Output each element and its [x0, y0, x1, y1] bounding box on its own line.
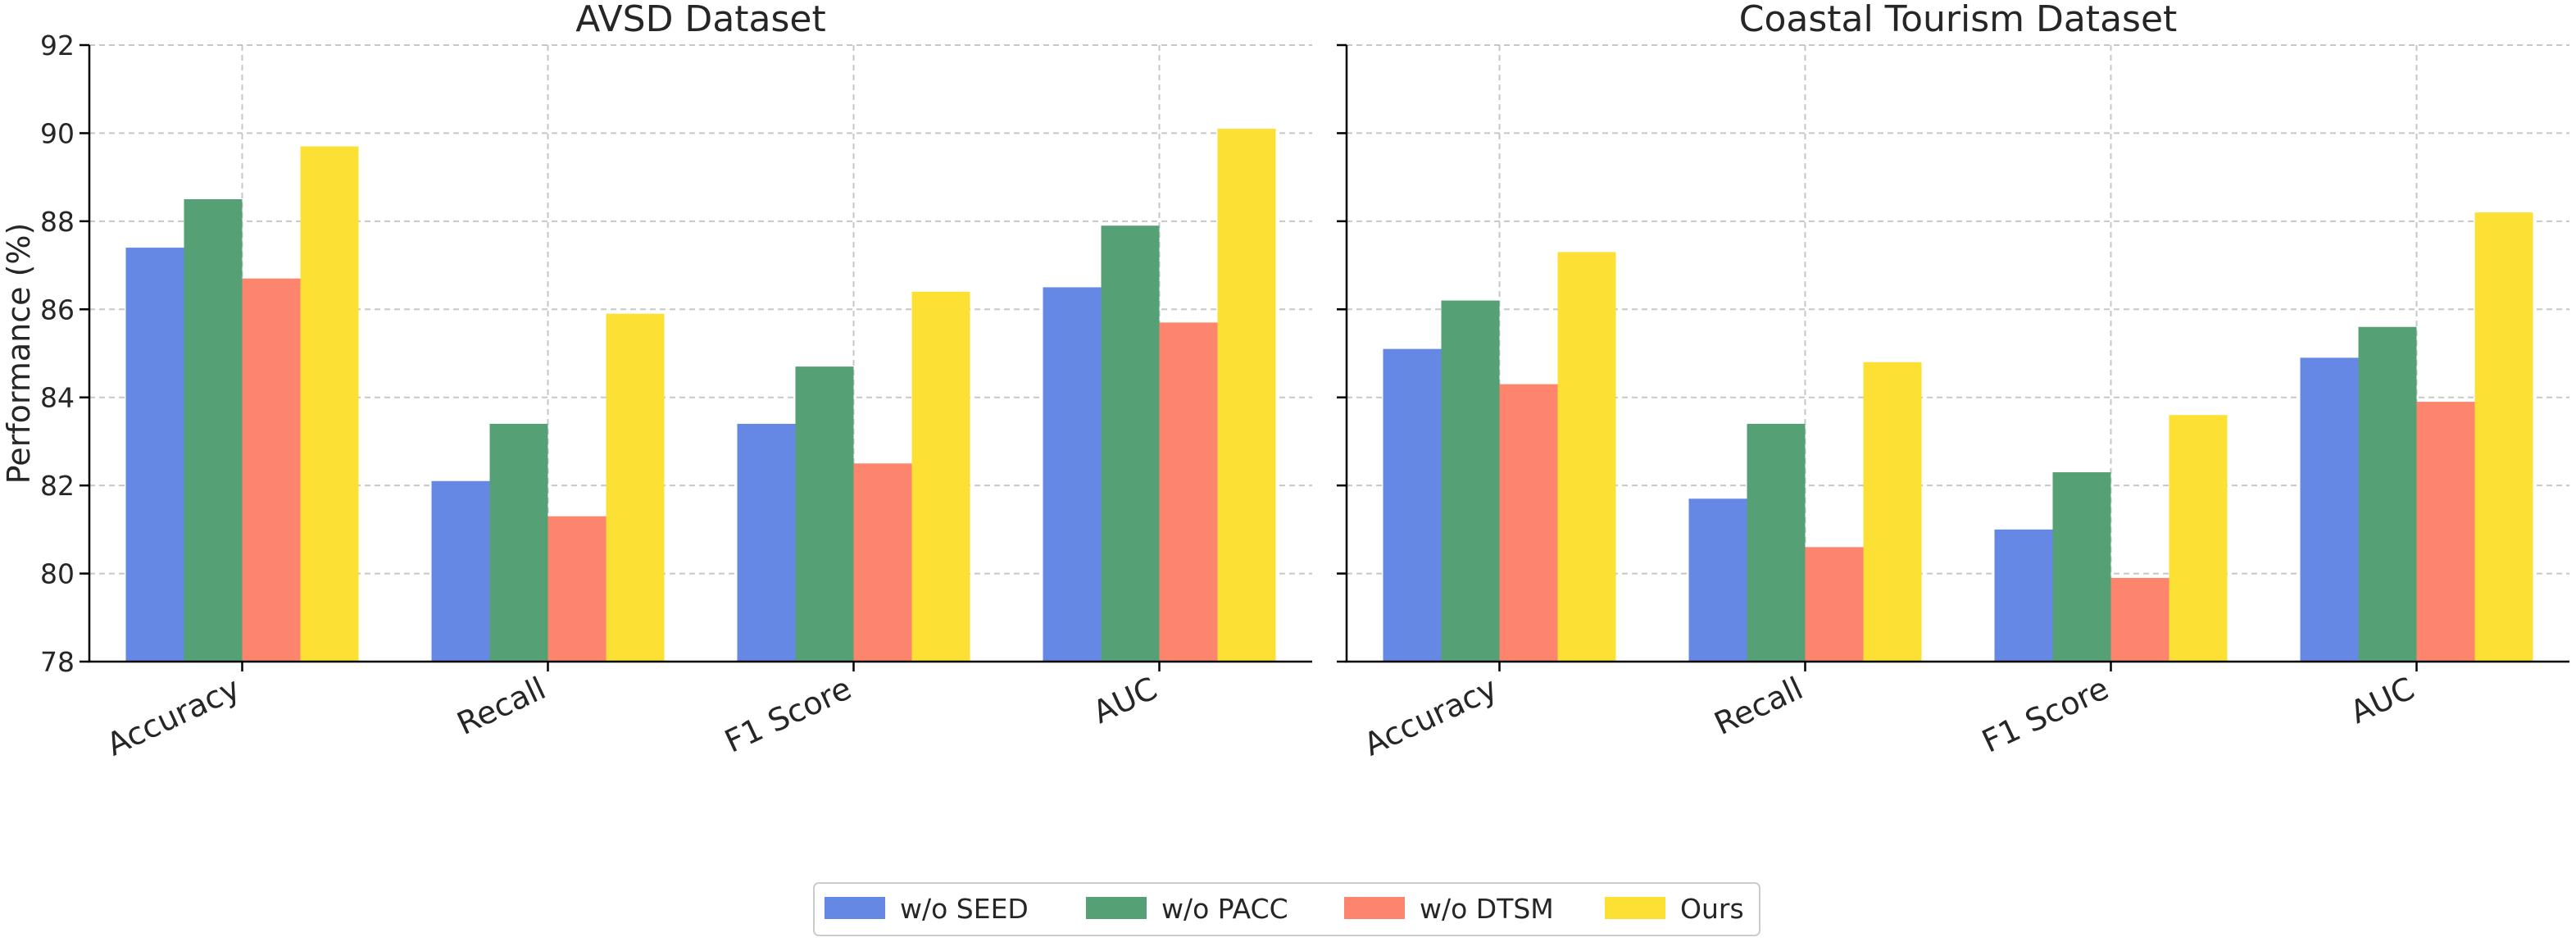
- bar-ours-auc: [1217, 129, 1276, 662]
- bar-w-o-pacc-accuracy: [184, 199, 243, 662]
- bar-ours-accuracy: [300, 146, 359, 662]
- bar-ours-recall: [606, 313, 665, 662]
- y-tick-label: 80: [40, 558, 75, 590]
- legend-label: Ours: [1680, 893, 1744, 925]
- bar-ours-auc: [2474, 212, 2533, 662]
- bar-w-o-pacc-accuracy: [1441, 300, 1500, 662]
- bar-ours-f1-score: [911, 291, 970, 662]
- legend-swatch: [825, 897, 885, 919]
- legend-label: w/o SEED: [900, 893, 1029, 925]
- bar-w-o-seed-f1-score: [737, 423, 796, 662]
- bar-w-o-pacc-recall: [489, 423, 548, 662]
- bar-w-o-seed-accuracy: [125, 248, 184, 662]
- category-label: Accuracy: [101, 670, 245, 762]
- category-label: Accuracy: [1358, 670, 1502, 762]
- category-label: F1 Score: [720, 670, 857, 759]
- legend-label: w/o PACC: [1161, 893, 1288, 925]
- bar-w-o-seed-accuracy: [1383, 348, 1442, 662]
- chart-title: Coastal Tourism Dataset: [1739, 0, 2178, 40]
- bar-w-o-dtsm-recall: [1805, 547, 1864, 662]
- bar-w-o-pacc-auc: [1101, 225, 1160, 662]
- chart-panel-1: 78 80 82 84 86 88 90 92 Accuracy Recall F1 Score AU…: [1, 0, 1312, 762]
- bar-w-o-pacc-f1-score: [795, 366, 854, 662]
- legend-swatch: [1605, 897, 1665, 919]
- legend: w/o SEED w/o PACC w/o DTSM Ours: [813, 882, 1760, 936]
- y-tick-label: 84: [40, 382, 75, 414]
- chart-title: AVSD Dataset: [575, 0, 826, 40]
- chart-panel-2: Accuracy Recall F1 Score AUC Coastal Tourism…: [1337, 0, 2569, 762]
- y-tick-label: 92: [40, 30, 75, 61]
- y-axis-label: Performance (%): [1, 223, 37, 485]
- bar-w-o-dtsm-f1-score: [2110, 577, 2169, 662]
- category-label: Recall: [452, 670, 551, 742]
- legend-swatch: [1086, 897, 1147, 919]
- bar-ours-f1-score: [2169, 415, 2228, 662]
- legend-label: w/o DTSM: [1420, 893, 1554, 925]
- bar-w-o-dtsm-recall: [547, 516, 607, 662]
- y-tick-label: 86: [40, 294, 75, 325]
- bar-w-o-dtsm-auc: [2416, 402, 2475, 662]
- y-tick-label: 88: [40, 206, 75, 238]
- bar-ours-accuracy: [1557, 252, 1616, 662]
- bar-w-o-pacc-auc: [2358, 326, 2417, 662]
- bar-w-o-seed-recall: [431, 480, 490, 662]
- y-tick-label: 90: [40, 117, 75, 149]
- bar-w-o-pacc-f1-score: [2052, 472, 2111, 662]
- legend-swatch: [1344, 897, 1405, 919]
- bar-w-o-pacc-recall: [1747, 423, 1806, 662]
- y-tick-label: 78: [40, 646, 75, 678]
- category-label: AUC: [1088, 670, 1162, 730]
- category-label: AUC: [2345, 670, 2419, 730]
- bar-w-o-dtsm-auc: [1159, 322, 1218, 662]
- bar-w-o-dtsm-f1-score: [853, 463, 912, 662]
- category-label: Recall: [1709, 670, 1808, 742]
- bar-w-o-dtsm-accuracy: [242, 278, 301, 662]
- legend-frame: [813, 882, 1760, 936]
- bar-w-o-seed-auc: [1043, 287, 1102, 662]
- category-label: F1 Score: [1977, 670, 2115, 759]
- y-tick-label: 82: [40, 470, 75, 502]
- bar-w-o-seed-f1-score: [1994, 529, 2053, 662]
- bar-ours-recall: [1863, 362, 1922, 662]
- bar-w-o-seed-recall: [1688, 498, 1747, 662]
- bar-w-o-dtsm-accuracy: [1499, 384, 1558, 662]
- bar-w-o-seed-auc: [2300, 357, 2359, 662]
